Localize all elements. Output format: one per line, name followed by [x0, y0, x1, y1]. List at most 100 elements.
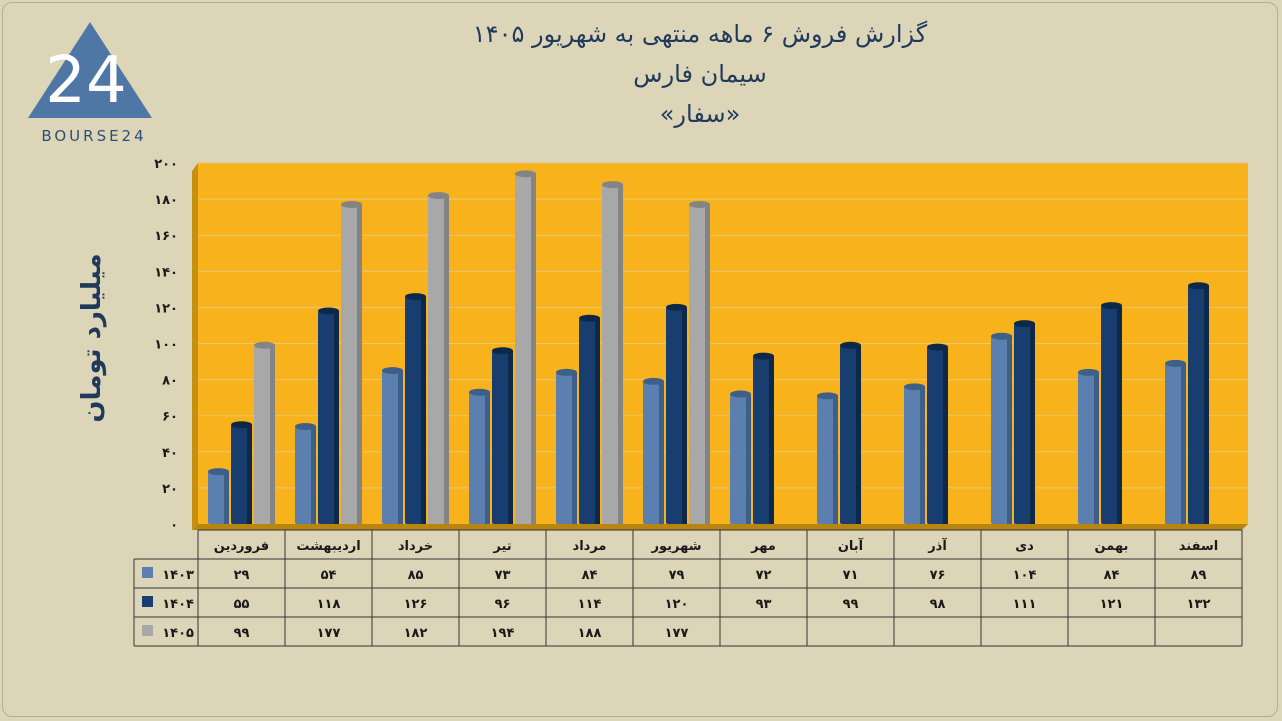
bar-cap [643, 377, 664, 385]
bar-shade [833, 395, 838, 524]
data-label: ۱۱۱ [1013, 597, 1037, 612]
bar-shade [659, 381, 664, 524]
plot-floor [192, 524, 1248, 530]
bar-shade [224, 471, 229, 524]
bar-۱۴۰۵ [689, 204, 710, 524]
bar-cap [817, 392, 838, 400]
data-label: ۹۹ [234, 626, 250, 641]
bar-cap [666, 303, 687, 311]
bar-۱۴۰۳ [730, 394, 751, 524]
x-category-label: اردیبهشت [296, 539, 360, 554]
bar-۱۴۰۵ [515, 173, 536, 524]
bar-shade [334, 311, 339, 524]
bar-shade [1181, 363, 1186, 524]
bar-۱۴۰۳ [208, 471, 229, 524]
y-tick-label: ۴۰ [162, 446, 178, 461]
legend-label: ۱۴۰۴ [162, 597, 194, 612]
bar-cap [1078, 368, 1099, 376]
bar-۱۴۰۳ [643, 381, 664, 524]
legend-swatch-۱۴۰۳ [142, 567, 153, 578]
data-label: ۹۶ [495, 597, 511, 612]
bar-shade [1094, 372, 1099, 524]
chart-symbol: «سفار» [659, 100, 741, 128]
bar-cap [689, 201, 710, 209]
bar-cap [254, 341, 275, 349]
bar-cap [556, 368, 577, 376]
bar-۱۴۰۳ [1165, 363, 1186, 524]
bar-۱۴۰۴ [1014, 323, 1035, 524]
y-tick-label: ۱۸۰ [154, 193, 178, 208]
y-tick-label: ۲۰ [162, 482, 178, 497]
bar-۱۴۰۴ [231, 424, 252, 524]
plot-side-wall [192, 163, 198, 530]
bar-۱۴۰۵ [254, 345, 275, 524]
bar-shade [618, 184, 623, 524]
bar-۱۴۰۵ [341, 204, 362, 524]
bar-cap [753, 352, 774, 360]
bar-shade [421, 296, 426, 524]
y-tick-label: ۶۰ [162, 410, 178, 425]
bar-shade [531, 173, 536, 524]
bar-cap [382, 367, 403, 375]
bar-۱۴۰۴ [1188, 285, 1209, 524]
bar-۱۴۰۴ [492, 350, 513, 524]
x-category-label: خرداد [398, 539, 433, 554]
data-label: ۹۸ [930, 597, 946, 612]
bar-۱۴۰۳ [556, 372, 577, 524]
data-label: ۱۷۷ [665, 626, 689, 641]
bar-۱۴۰۳ [382, 370, 403, 524]
svg-text:24: 24 [45, 44, 126, 118]
x-category-label: بهمن [1095, 539, 1129, 554]
bar-cap [1188, 282, 1209, 290]
y-tick-label: ۰ [170, 518, 178, 533]
y-tick-label: ۲۰۰ [154, 157, 178, 172]
bar-cap [428, 191, 449, 199]
bar-shade [595, 318, 600, 524]
data-label: ۸۵ [408, 568, 424, 583]
logo-text: BOURSE24 [41, 127, 147, 145]
legend-swatch-۱۴۰۵ [142, 625, 153, 636]
y-tick-label: ۱۴۰ [154, 265, 178, 280]
bar-۱۴۰۵ [428, 195, 449, 525]
chart-title: گزارش فروش ۶ ماهه منتهی به شهریور ۱۴۰۵ [472, 20, 928, 48]
x-category-label: مهر [750, 539, 776, 554]
legend-label: ۱۴۰۵ [162, 626, 194, 641]
bar-shade [746, 394, 751, 524]
bar-۱۴۰۴ [1101, 305, 1122, 524]
data-label: ۸۹ [1191, 568, 1207, 583]
bar-۱۴۰۳ [991, 336, 1012, 524]
x-category-label: اسفند [1179, 539, 1218, 554]
data-label: ۱۳۲ [1187, 597, 1211, 612]
bar-shade [1030, 323, 1035, 524]
x-category-label: فروردین [214, 539, 269, 554]
bar-cap [405, 293, 426, 301]
bar-shade [682, 307, 687, 524]
bar-shade [508, 350, 513, 524]
data-label: ۸۴ [1104, 568, 1120, 583]
bar-cap [602, 181, 623, 189]
legend-swatch-۱۴۰۴ [142, 596, 153, 607]
bar-cap [341, 201, 362, 209]
bar-shade [705, 204, 710, 524]
bar-۱۴۰۳ [469, 392, 490, 524]
bar-۱۴۰۴ [840, 345, 861, 524]
legend-label: ۱۴۰۳ [162, 568, 194, 583]
bar-۱۴۰۴ [579, 318, 600, 524]
bar-shade [357, 204, 362, 524]
bar-cap [208, 468, 229, 476]
data-label: ۹۹ [843, 597, 859, 612]
bar-shade [270, 345, 275, 524]
bar-۱۴۰۳ [1078, 372, 1099, 524]
bar-shade [1204, 285, 1209, 524]
bar-cap [295, 423, 316, 431]
x-category-label: تیر [492, 539, 511, 554]
bar-shade [943, 347, 948, 524]
bar-cap [1101, 302, 1122, 310]
bar-۱۴۰۳ [904, 386, 925, 524]
bar-۱۴۰۴ [318, 311, 339, 524]
bar-cap [1014, 320, 1035, 328]
data-label: ۷۱ [843, 568, 859, 583]
bar-cap [927, 343, 948, 351]
y-tick-label: ۱۲۰ [154, 301, 178, 316]
